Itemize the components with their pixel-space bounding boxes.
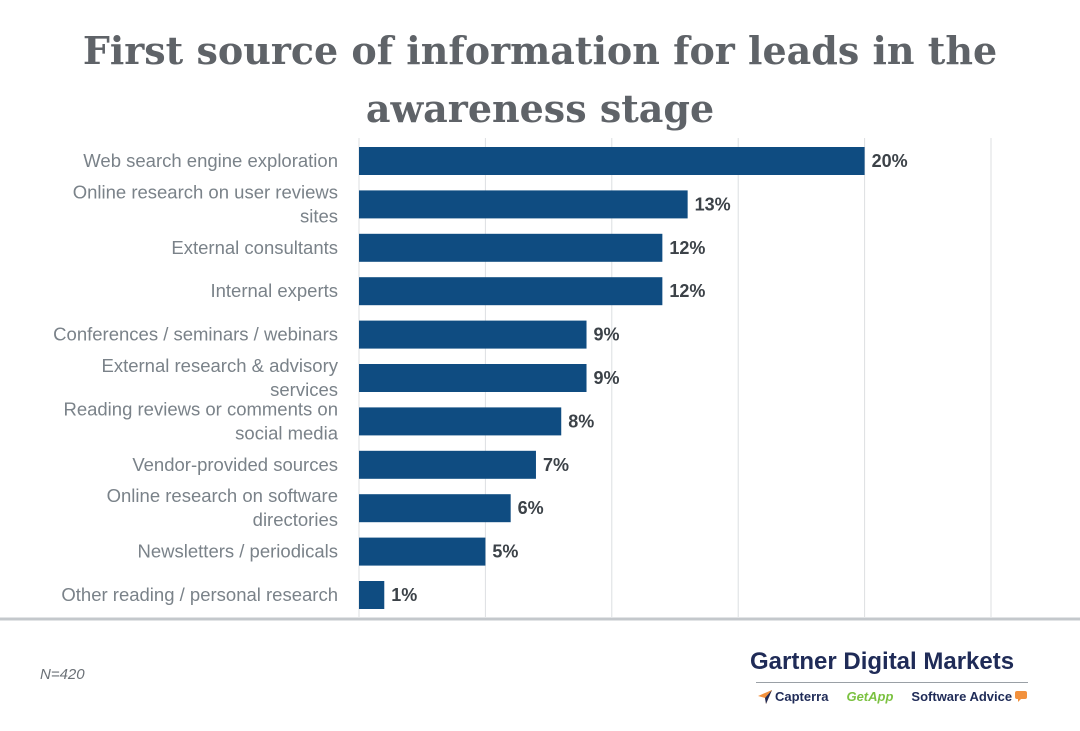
value-label: 8% bbox=[568, 411, 594, 431]
bar bbox=[359, 494, 511, 523]
value-label: 12% bbox=[669, 238, 705, 258]
brand-block: Gartner Digital Markets Capterra GetApp … bbox=[750, 648, 1040, 704]
category-label: Other reading / personal research bbox=[61, 584, 338, 605]
category-label: Newsletters / periodicals bbox=[138, 541, 339, 562]
getapp-text: GetApp bbox=[846, 689, 894, 704]
category-label: Vendor-provided sources bbox=[132, 454, 338, 475]
brand-name: Gartner Digital Markets bbox=[750, 648, 1015, 675]
bar bbox=[359, 277, 663, 306]
value-label: 1% bbox=[391, 585, 417, 605]
bars bbox=[359, 147, 865, 609]
getapp-logo: GetApp bbox=[846, 689, 893, 704]
bar bbox=[359, 364, 587, 392]
bar bbox=[359, 537, 486, 566]
chart-title: First source of information for leads in… bbox=[82, 28, 998, 131]
bar bbox=[359, 320, 587, 349]
value-label: 13% bbox=[695, 194, 731, 214]
category-label: Reading reviews or comments on social med… bbox=[63, 398, 338, 443]
capterra-arrow-icon bbox=[758, 689, 772, 704]
category-label: Conferences / seminars / webinars bbox=[53, 324, 338, 345]
category-label: Internal experts bbox=[210, 280, 338, 301]
value-label: 9% bbox=[594, 325, 620, 345]
value-label: 7% bbox=[543, 455, 569, 475]
value-label: 6% bbox=[518, 498, 544, 518]
software-advice-logo: Software Advice bbox=[911, 689, 1028, 704]
capterra-logo: Capterra bbox=[758, 689, 828, 704]
category-label: Online research on software directories bbox=[107, 485, 338, 530]
category-labels: Web search engine exploration Online rese… bbox=[53, 150, 339, 605]
category-label: Web search engine exploration bbox=[83, 150, 338, 171]
value-label: 9% bbox=[594, 368, 620, 388]
brand-divider bbox=[756, 682, 1028, 683]
value-label: 5% bbox=[492, 542, 518, 562]
bar-chart: Web search engine exploration Online rese… bbox=[0, 138, 1080, 621]
bar bbox=[359, 147, 865, 175]
bar bbox=[359, 190, 688, 219]
sample-size-note: N=420 bbox=[40, 666, 85, 683]
speech-bubble-icon bbox=[1015, 691, 1028, 702]
capterra-text: Capterra bbox=[775, 689, 829, 704]
bar bbox=[359, 407, 562, 436]
category-label: External research & advisory services bbox=[102, 355, 339, 400]
value-labels: 20% 13% 12% 12% 9% 9% 8% 7% 6% 5% 1% bbox=[391, 151, 907, 605]
brand-logos: Capterra GetApp Software Advice bbox=[750, 689, 1040, 704]
category-label: External consultants bbox=[171, 237, 338, 258]
value-label: 12% bbox=[669, 281, 705, 301]
bar bbox=[359, 450, 536, 479]
bar bbox=[359, 233, 663, 262]
software-advice-text: Software Advice bbox=[911, 689, 1013, 704]
value-label: 20% bbox=[872, 151, 908, 171]
bar bbox=[359, 581, 385, 609]
category-label: Online research on user reviews sites bbox=[73, 181, 338, 226]
